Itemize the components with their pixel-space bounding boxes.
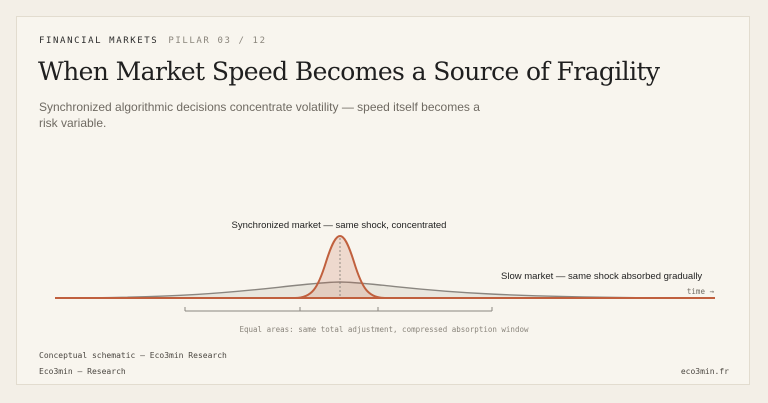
sync-market-label: Synchronized market — same shock, concen… bbox=[232, 220, 447, 231]
slow-market-area bbox=[55, 282, 715, 298]
time-axis-label: time → bbox=[687, 287, 715, 296]
slow-market-curve bbox=[54, 281, 716, 299]
footnote: Conceptual schematic — Eco3min Research bbox=[39, 351, 227, 360]
page-subtitle: Synchronized algorithmic decisions conce… bbox=[39, 100, 480, 130]
pillar-label: PILLAR 03 / 12 bbox=[168, 36, 267, 46]
equal-area-bracket bbox=[184, 307, 493, 312]
page-title: When Market Speed Becomes a Source of Fr… bbox=[38, 57, 660, 86]
bracket-label: Equal areas: same total adjustment, comp… bbox=[240, 325, 529, 334]
footer-brand: Eco3min — Research bbox=[39, 367, 126, 376]
footer-url: eco3min.fr bbox=[680, 367, 729, 376]
slow-market-label: Slow market — same shock absorbed gradua… bbox=[501, 271, 702, 282]
card: FINANCIAL MARKETS PILLAR 03 / 12 When Mar… bbox=[16, 16, 750, 385]
category-label: FINANCIAL MARKETS bbox=[39, 36, 159, 46]
sync-market-curve bbox=[294, 234, 386, 299]
eyebrow: FINANCIAL MARKETS PILLAR 03 / 12 bbox=[39, 36, 267, 46]
